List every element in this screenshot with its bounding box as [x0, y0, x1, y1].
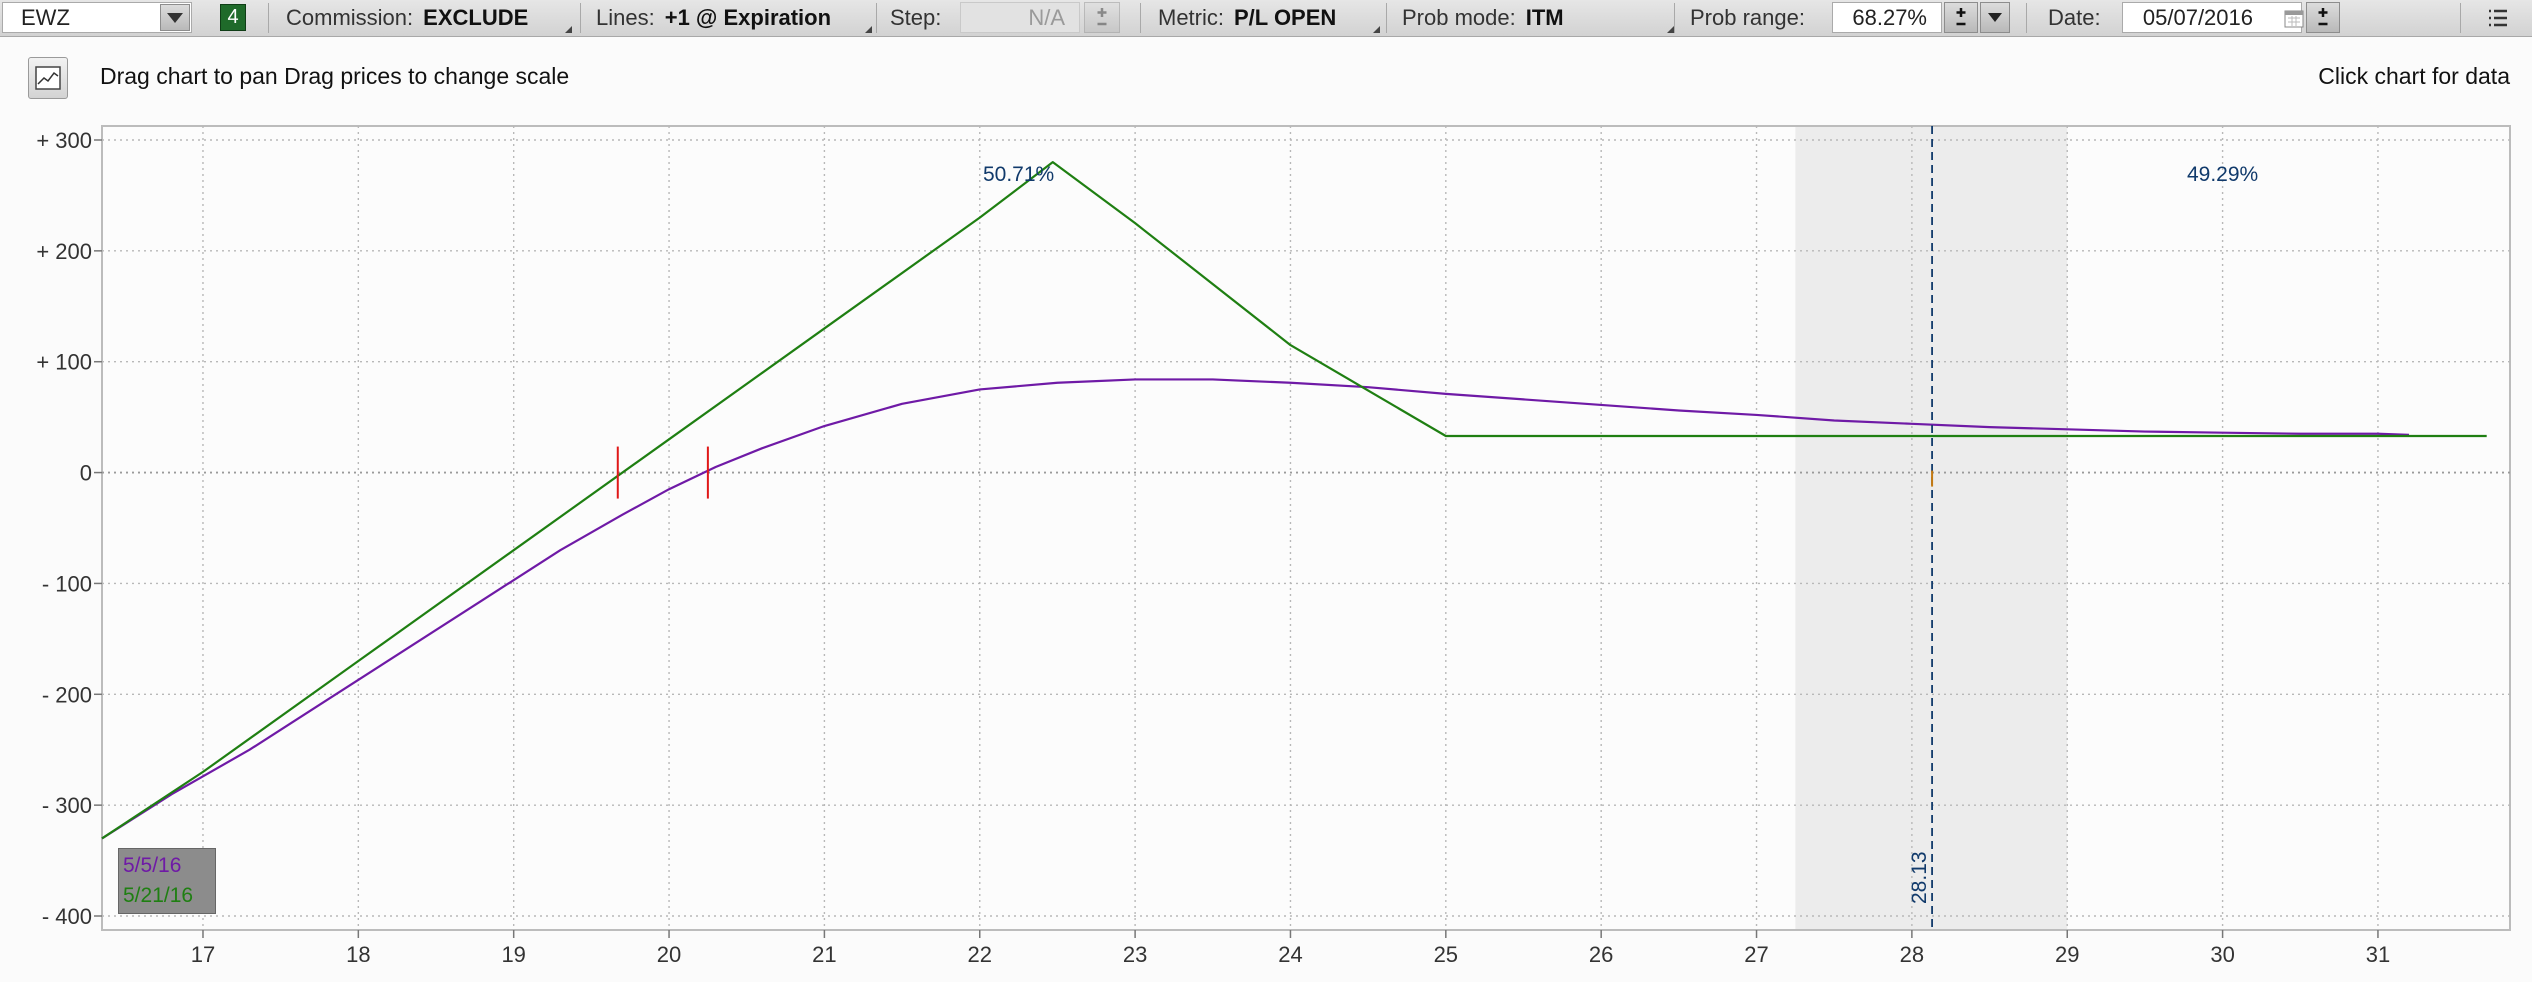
legend-item-current: 5/5/16: [123, 854, 182, 877]
prob-range-value: 68.27%: [1852, 4, 1927, 30]
commission-value: EXCLUDE: [423, 5, 529, 30]
series-count-value: 4: [227, 6, 239, 28]
x-tick-label: 23: [1123, 942, 1147, 967]
x-tick-label: 24: [1278, 942, 1302, 967]
chart-line-icon: [35, 66, 61, 90]
chevron-down-icon: [167, 12, 183, 23]
x-tick-label: 27: [1744, 942, 1768, 967]
date-field[interactable]: 05/07/2016: [2122, 2, 2302, 33]
lines-value: +1 @ Expiration: [664, 5, 832, 30]
date-value: 05/07/2016: [2142, 4, 2253, 30]
legend: 5/5/16 5/21/16: [118, 848, 216, 914]
prob-mode-label: Prob mode:: [1402, 5, 1516, 30]
calendar-icon[interactable]: [2284, 8, 2304, 28]
prob-range-field[interactable]: 68.27%: [1832, 2, 1942, 33]
metric-menu[interactable]: Metric: P/L OPEN: [1158, 0, 1380, 36]
x-tick-label: 19: [501, 942, 525, 967]
x-tick-label: 31: [2366, 942, 2390, 967]
symbol-dropdown-button[interactable]: [160, 4, 190, 31]
step-label: Step:: [890, 5, 942, 30]
corner-dropdown-icon: [865, 26, 872, 33]
y-tick-label: + 200: [36, 239, 92, 264]
x-tick-label: 17: [191, 942, 215, 967]
current-price-label: 28.13: [1908, 851, 1931, 904]
date-spinner[interactable]: [2306, 2, 2340, 33]
x-tick-label: 21: [812, 942, 836, 967]
series-count-badge[interactable]: 4: [220, 4, 246, 31]
x-tick-label: 18: [346, 942, 370, 967]
prob-range-control: Prob range:: [1690, 0, 1820, 36]
metric-label: Metric:: [1158, 5, 1224, 30]
symbol-value: EWZ: [21, 4, 70, 30]
y-tick-label: - 300: [42, 793, 92, 818]
date-control: Date:: [2048, 0, 2118, 36]
legend-item-expiration: 5/21/16: [123, 884, 194, 907]
pan-scale-hint: Drag chart to pan Drag prices to change …: [100, 63, 570, 89]
lines-label: Lines:: [596, 5, 655, 30]
x-tick-label: 20: [657, 942, 681, 967]
step-value: N/A: [1028, 4, 1065, 30]
step-field[interactable]: N/A: [960, 2, 1080, 33]
y-tick-label: 0: [80, 461, 92, 486]
x-tick-label: 28: [1900, 942, 1924, 967]
prob-range-label: Prob range:: [1690, 5, 1805, 30]
corner-dropdown-icon: [565, 26, 572, 33]
probability-label: 49.29%: [2187, 163, 2258, 186]
x-tick-label: 29: [2055, 942, 2079, 967]
plus-minus-icon: [2318, 7, 2328, 25]
corner-dropdown-icon: [1373, 26, 1380, 33]
corner-dropdown-icon: [1667, 26, 1674, 33]
plot-area[interactable]: [101, 125, 2511, 931]
chevron-down-icon: [1988, 13, 2002, 22]
metric-value: P/L OPEN: [1234, 5, 1337, 30]
series-line-expiration[interactable]: [101, 161, 2487, 840]
prob-range-dropdown-button[interactable]: [1980, 2, 2010, 33]
chart-type-button[interactable]: [28, 57, 68, 99]
date-label: Date:: [2048, 5, 2101, 30]
plus-minus-icon: [1956, 7, 1966, 25]
step-control: Step:: [890, 0, 980, 36]
y-tick-label: - 200: [42, 682, 92, 707]
lines-menu[interactable]: Lines: +1 @ Expiration: [596, 0, 872, 36]
y-tick-label: + 100: [36, 350, 92, 375]
y-tick-label: + 300: [36, 128, 92, 153]
step-spinner[interactable]: [1084, 2, 1120, 33]
series-line-current[interactable]: [101, 378, 2410, 840]
commission-menu[interactable]: Commission: EXCLUDE: [286, 0, 572, 36]
x-tick-label: 26: [1589, 942, 1613, 967]
y-tick-label: - 100: [42, 571, 92, 596]
x-tick-label: 30: [2210, 942, 2234, 967]
prob-range-spinner[interactable]: [1944, 2, 1978, 33]
prob-mode-value: ITM: [1525, 5, 1564, 30]
toolbar: EWZ 4 Commission: EXCLUDE Lines: +1 @ Ex…: [0, 0, 2532, 37]
commission-label: Commission:: [286, 5, 414, 30]
plus-minus-icon: [1097, 7, 1107, 25]
x-tick-label: 22: [968, 942, 992, 967]
x-tick-label: 25: [1434, 942, 1458, 967]
y-tick-label: - 400: [42, 904, 92, 929]
click-chart-hint: Click chart for data: [2318, 63, 2510, 89]
menu-icon[interactable]: [2484, 5, 2510, 31]
probability-label: 50.71%: [983, 163, 1054, 186]
prob-mode-menu[interactable]: Prob mode: ITM: [1402, 0, 1674, 36]
